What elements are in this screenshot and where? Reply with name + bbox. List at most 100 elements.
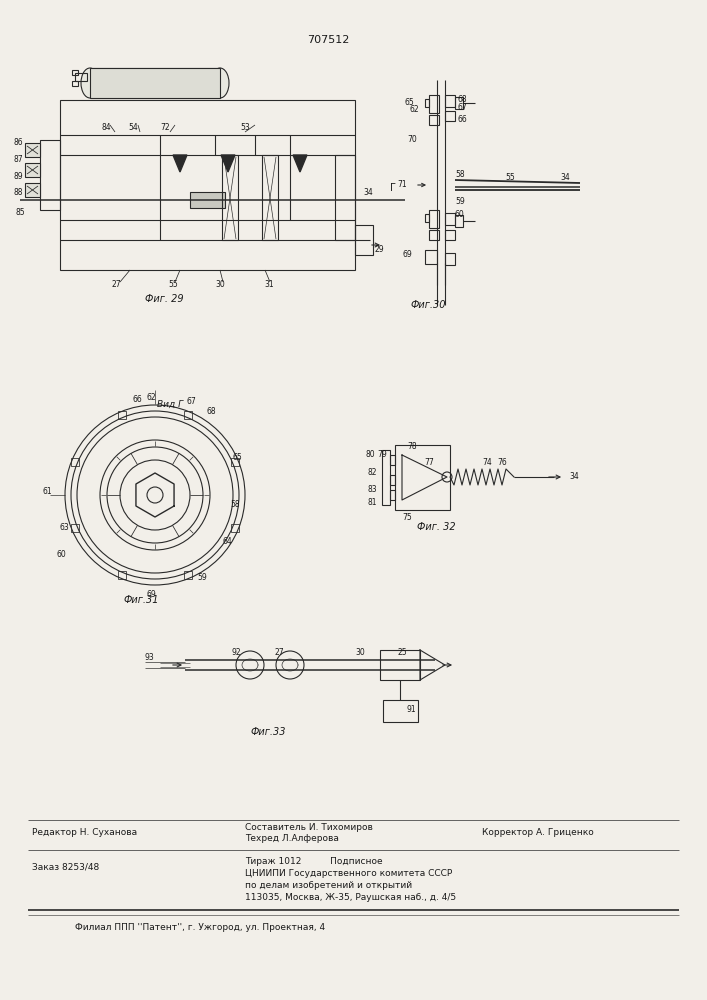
Polygon shape	[221, 155, 235, 172]
Bar	[395, 445, 450, 510]
Bar	[75, 73, 87, 81]
Text: 92: 92	[232, 648, 242, 657]
Text: 87: 87	[14, 155, 23, 164]
Bar	[429, 210, 439, 228]
Text: 59: 59	[197, 573, 206, 582]
Text: 66: 66	[458, 115, 468, 124]
Text: 54: 54	[128, 123, 138, 132]
Text: 76: 76	[497, 458, 507, 467]
Text: 68: 68	[458, 95, 467, 104]
Text: 70: 70	[407, 135, 416, 144]
Bar	[382, 450, 390, 505]
Text: 69: 69	[147, 590, 157, 599]
Bar	[383, 700, 418, 722]
Text: 53: 53	[240, 123, 250, 132]
Text: 81: 81	[368, 498, 378, 507]
Bar	[222, 155, 238, 240]
Text: Фиг.30: Фиг.30	[410, 300, 445, 310]
Text: ЦНИИПИ Государственного комитета СССР: ЦНИИПИ Государственного комитета СССР	[245, 869, 452, 878]
Text: 27: 27	[275, 648, 285, 657]
Text: 65: 65	[233, 453, 243, 462]
Text: 34: 34	[363, 188, 373, 197]
Bar	[445, 111, 455, 121]
Text: Филиал ППП ''Патент'', г. Ужгород, ул. Проектная, 4: Филиал ППП ''Патент'', г. Ужгород, ул. П…	[75, 923, 325, 932]
Bar	[25, 183, 40, 197]
Text: 83: 83	[368, 485, 378, 494]
Text: 60: 60	[57, 550, 66, 559]
Text: 88: 88	[14, 188, 23, 197]
Text: 64: 64	[223, 537, 233, 546]
Text: 91: 91	[407, 705, 416, 714]
Bar	[380, 650, 420, 680]
Text: 65: 65	[405, 98, 415, 107]
Bar	[90, 68, 220, 98]
Bar	[429, 95, 439, 113]
Bar	[117, 411, 126, 419]
Text: 80: 80	[366, 450, 375, 459]
Bar	[335, 155, 355, 240]
Text: 86: 86	[14, 138, 23, 147]
Ellipse shape	[211, 68, 229, 98]
Bar	[445, 95, 455, 107]
Text: 68: 68	[207, 407, 216, 416]
Bar	[429, 115, 439, 125]
Text: 31: 31	[264, 280, 274, 289]
Text: Г: Г	[390, 183, 396, 193]
Text: 27: 27	[112, 280, 122, 289]
Text: по делам изобретений и открытий: по делам изобретений и открытий	[245, 881, 412, 890]
Text: 34: 34	[560, 173, 570, 182]
Text: 75: 75	[402, 513, 411, 522]
Text: 25: 25	[398, 648, 408, 657]
Text: 58: 58	[230, 500, 240, 509]
Text: 71: 71	[397, 180, 407, 189]
Bar	[262, 155, 278, 240]
Text: 707512: 707512	[307, 35, 349, 45]
Bar	[429, 230, 439, 240]
Ellipse shape	[81, 68, 99, 98]
Bar	[60, 100, 355, 270]
Text: 93: 93	[145, 653, 155, 662]
Bar	[390, 475, 395, 485]
Text: Фиг. 29: Фиг. 29	[145, 294, 184, 304]
Text: Корректор А. Гриценко: Корректор А. Гриценко	[482, 828, 594, 837]
Bar	[445, 253, 455, 265]
Bar	[445, 213, 455, 225]
Bar	[390, 455, 395, 465]
Text: 67: 67	[187, 397, 197, 406]
Bar	[425, 214, 429, 222]
Text: 78: 78	[407, 442, 416, 451]
Text: 34: 34	[569, 472, 579, 481]
Text: 113035, Москва, Ж-35, Раушская наб., д. 4/5: 113035, Москва, Ж-35, Раушская наб., д. …	[245, 893, 456, 902]
Text: 82: 82	[368, 468, 378, 477]
Text: 72: 72	[160, 123, 170, 132]
Text: Фиг.33: Фиг.33	[250, 727, 286, 737]
Text: 66: 66	[133, 395, 143, 404]
Text: 29: 29	[375, 245, 385, 254]
Bar	[231, 524, 240, 532]
Bar	[425, 250, 437, 264]
Text: 89: 89	[14, 172, 23, 181]
Text: 77: 77	[424, 458, 434, 467]
Text: 67: 67	[458, 103, 468, 112]
Text: 59: 59	[455, 197, 464, 206]
Text: 55: 55	[168, 280, 177, 289]
Bar	[455, 215, 463, 227]
Text: 30: 30	[355, 648, 365, 657]
Text: Заказ 8253/48: Заказ 8253/48	[32, 862, 99, 871]
Text: 55: 55	[505, 173, 515, 182]
Bar	[90, 68, 220, 98]
Text: 58: 58	[455, 170, 464, 179]
Text: 84: 84	[102, 123, 112, 132]
Text: 79: 79	[377, 450, 387, 459]
Polygon shape	[293, 155, 307, 172]
Text: 61: 61	[43, 487, 52, 496]
Text: 63: 63	[60, 523, 70, 532]
Bar	[445, 230, 455, 240]
Text: Составитель И. Тихомиров: Составитель И. Тихомиров	[245, 823, 373, 832]
Bar	[425, 99, 429, 107]
Bar	[355, 225, 373, 255]
Bar	[40, 140, 60, 210]
Bar	[190, 192, 225, 208]
Text: Фиг.31: Фиг.31	[123, 595, 158, 605]
Text: 60: 60	[455, 210, 464, 219]
